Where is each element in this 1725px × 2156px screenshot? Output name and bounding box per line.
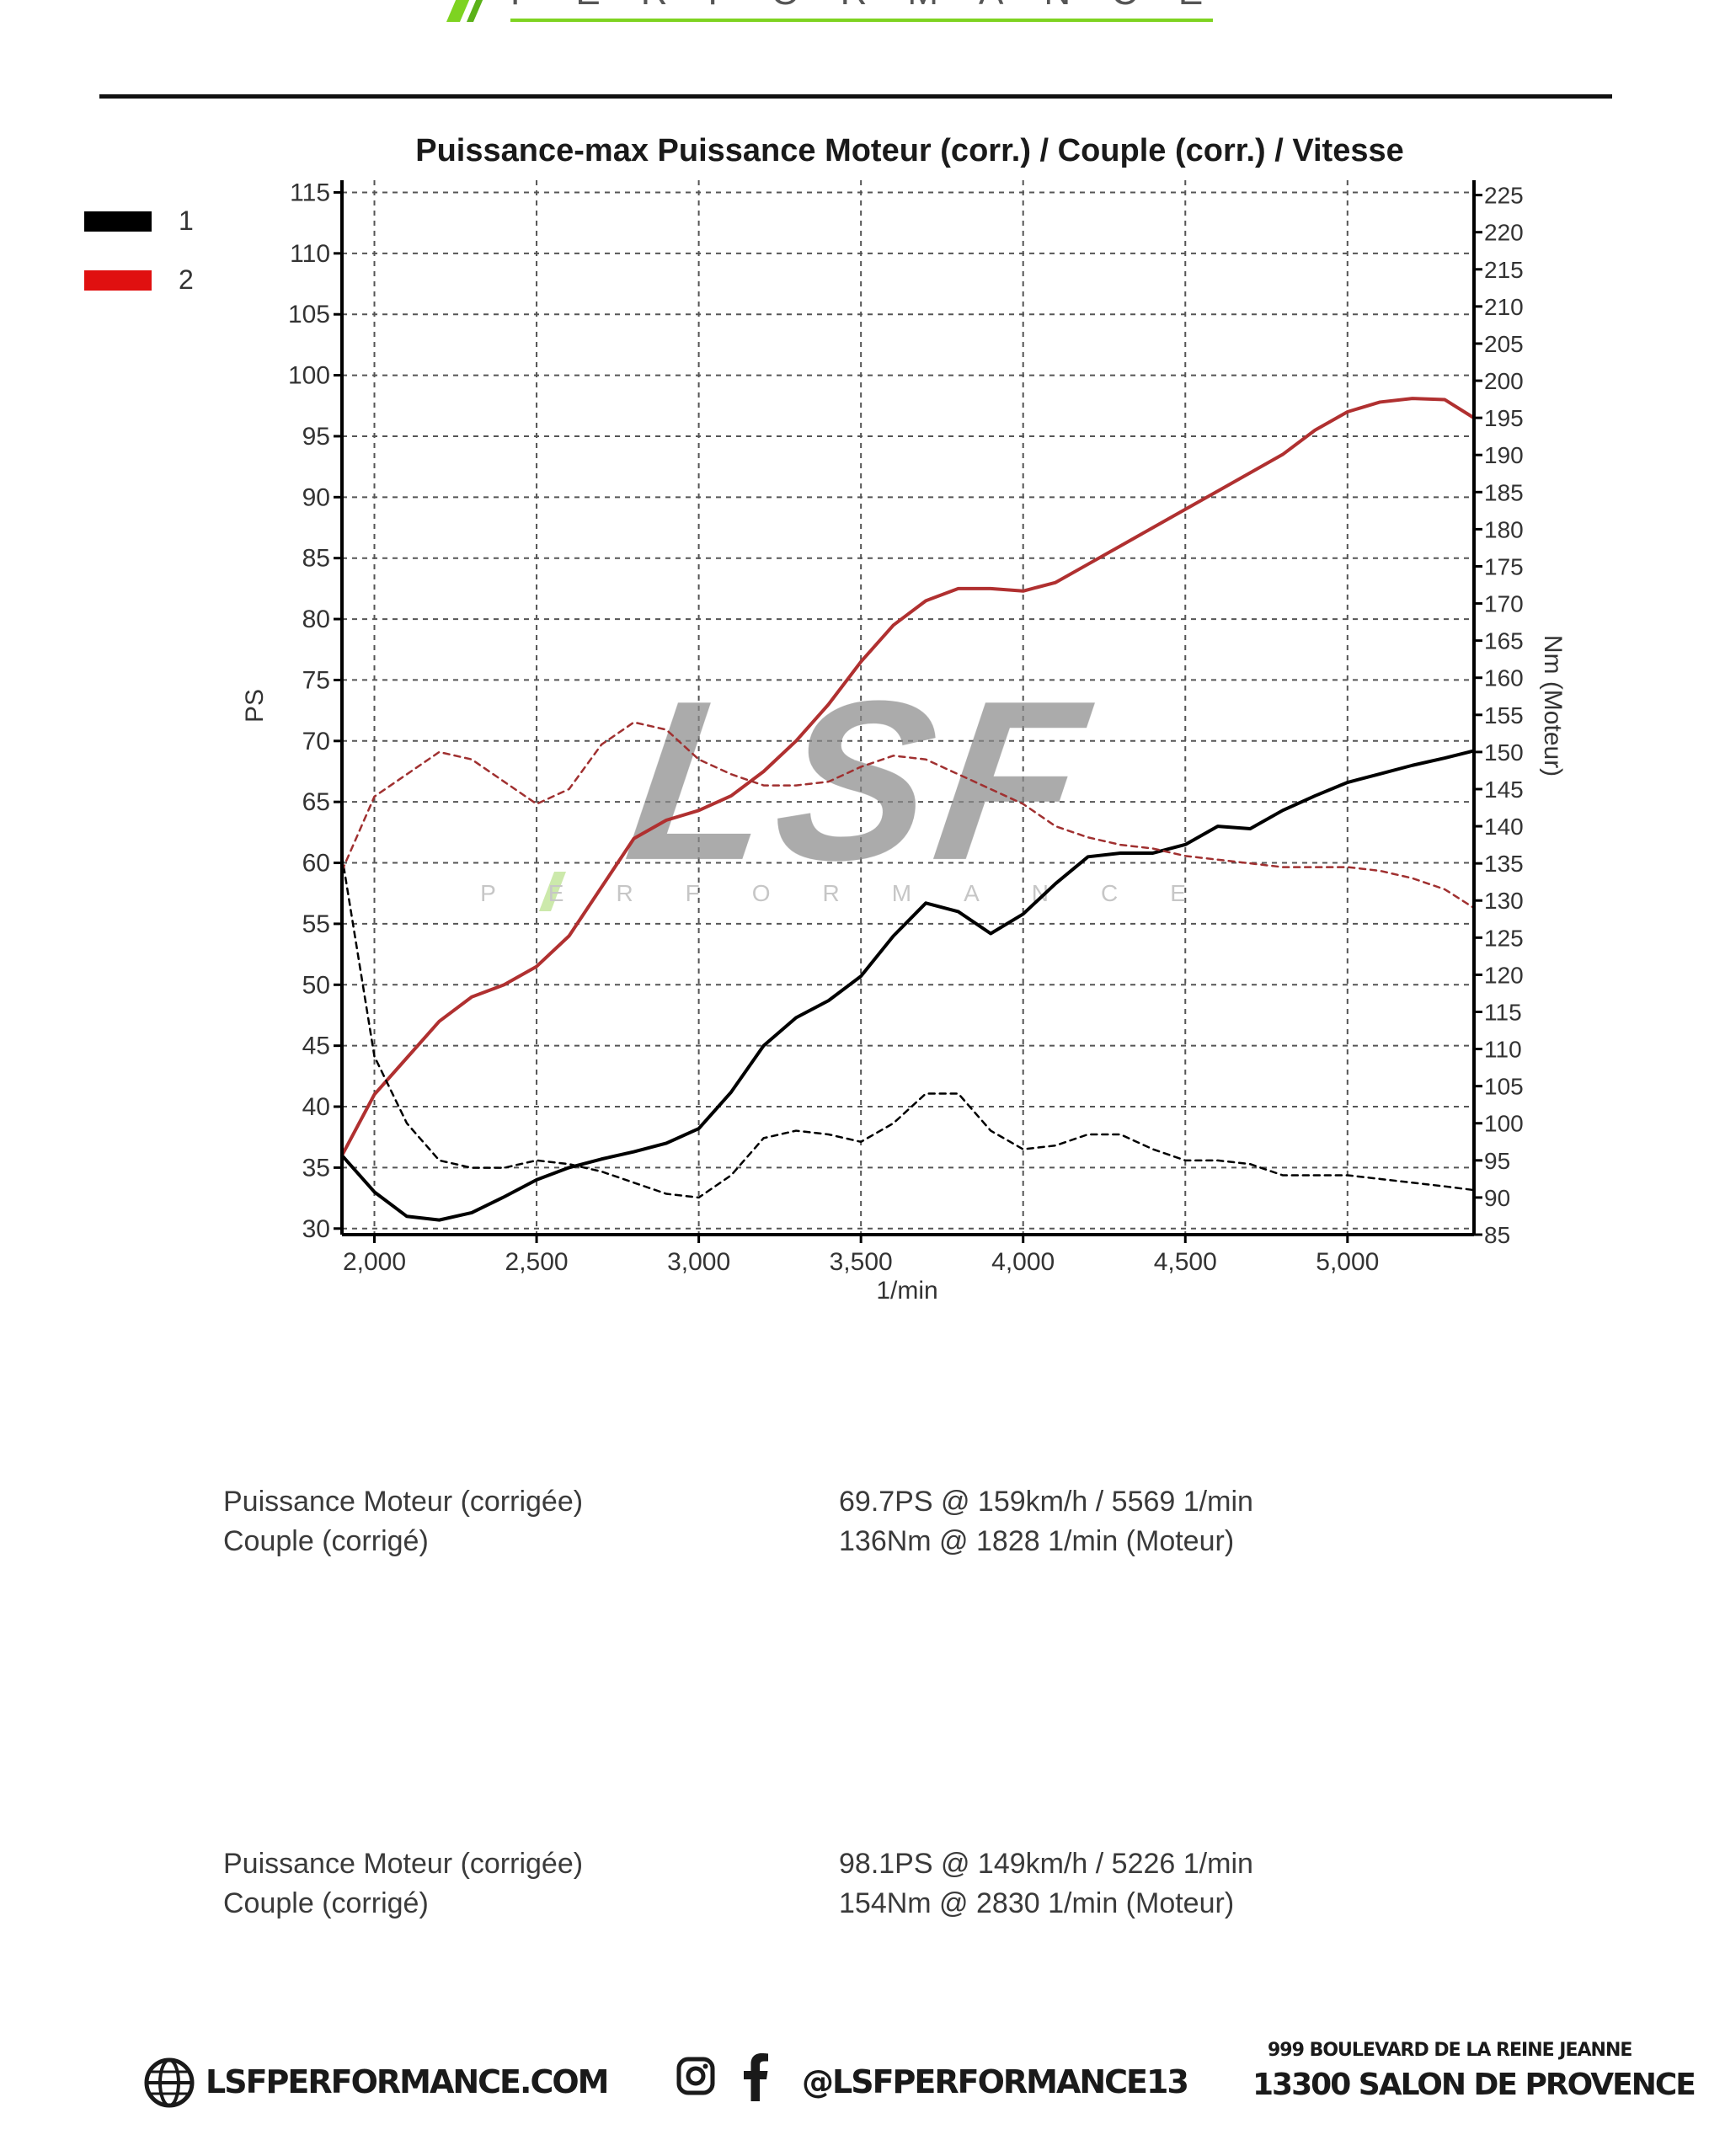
y-right-tick-label-15: 160 — [1484, 665, 1524, 691]
y-right-tick-label-28: 225 — [1484, 183, 1524, 209]
y-right-tick-label-16: 165 — [1484, 628, 1524, 654]
y-right-tick-label-19: 180 — [1484, 516, 1524, 542]
series-1-nm-line — [340, 855, 1476, 1199]
y-left-tick-label-16: 110 — [290, 240, 330, 268]
y-right-tick-label-4: 105 — [1484, 1074, 1524, 1100]
y-right-tick-label-8: 125 — [1484, 925, 1524, 951]
y-left-tick-label-1: 35 — [302, 1154, 330, 1182]
x-tick-label-0: 2,000 — [343, 1248, 406, 1276]
footer-address-line2: 13300 SALON DE PROVENCE — [1252, 2068, 1696, 2102]
header-brand-text: PERFORMANCE — [510, 0, 1243, 13]
y-left-tick-label-6: 60 — [302, 850, 330, 878]
watermark-logo: LSF PERFORMANCE — [480, 654, 1238, 911]
footer-address-line1: 999 BOULEVARD DE LA REINE JEANNE — [1268, 2040, 1632, 2061]
header-logo-mark — [446, 0, 483, 22]
y-right-tick-label-17: 170 — [1484, 591, 1524, 617]
x-tick-label-4: 4,000 — [991, 1248, 1055, 1276]
y-left-tick-label-4: 50 — [302, 971, 330, 999]
y-left-tick-label-13: 95 — [302, 423, 330, 451]
legend-item-2: 2 — [84, 264, 194, 296]
y-right-tick-label-23: 200 — [1484, 368, 1524, 394]
y-left-tick-label-7: 65 — [302, 788, 330, 816]
y-right-tick-label-6: 115 — [1484, 999, 1522, 1025]
y-right-tick-label-5: 110 — [1484, 1037, 1522, 1063]
footer-website-link[interactable]: LSFPERFORMANCE.COM — [206, 2063, 609, 2100]
y-right-tick-label-14: 155 — [1484, 702, 1524, 728]
grid — [342, 180, 1474, 1235]
y-left-tick-label-9: 75 — [302, 666, 330, 694]
y-right-tick-label-24: 205 — [1484, 331, 1524, 357]
instagram-icon[interactable] — [676, 2056, 716, 2096]
y-right-tick-label-12: 145 — [1484, 776, 1524, 803]
series-1-ps-line — [340, 749, 1476, 1222]
dyno-chart: Puissance-max Puissance Moteur (corr.) /… — [241, 133, 1567, 1305]
header-logo: PERFORMANCE — [430, 0, 1221, 25]
y-right-tick-label-13: 150 — [1484, 739, 1524, 766]
header-divider — [99, 94, 1612, 99]
y-right-tick-label-2: 95 — [1484, 1148, 1510, 1174]
y-right-tick-label-1: 90 — [1484, 1185, 1510, 1211]
header-underline — [510, 19, 1213, 22]
y-right-tick-label-22: 195 — [1484, 405, 1524, 431]
watermark-sub-text: PERFORMANCE — [480, 880, 1238, 906]
summary-2-torque-value: 154Nm @ 2830 1/min (Moteur) — [839, 1887, 1235, 1919]
summary-2-power-value: 98.1PS @ 149km/h / 5226 1/min — [839, 1848, 1253, 1880]
axes: 2,000 2,500 3,000 3,500 4,000 4,500 5,000 30 35 4… — [288, 179, 1524, 1276]
y-right-tick-label-9: 130 — [1484, 888, 1524, 914]
series-layer — [340, 397, 1476, 1222]
y-axis-right-label: Nm (Moteur) — [1539, 635, 1567, 776]
y-left-tick-label-11: 85 — [302, 545, 330, 573]
y-right-tick-label-21: 190 — [1484, 442, 1524, 468]
y-right-tick-label-7: 120 — [1484, 962, 1524, 988]
x-axis-label: 1/min — [876, 1277, 937, 1305]
y-right-tick-label-11: 140 — [1484, 814, 1524, 840]
summary-1-torque-label: Couple (corrigé) — [223, 1525, 429, 1557]
summary-2-power-label: Puissance Moteur (corrigée) — [223, 1848, 584, 1880]
y-right-tick-label-10: 135 — [1484, 851, 1524, 877]
y-right-tick-label-0: 85 — [1484, 1222, 1510, 1248]
summary-1-power-label: Puissance Moteur (corrigée) — [223, 1486, 584, 1518]
y-right-tick-label-27: 220 — [1484, 220, 1524, 246]
y-axis-left-label: PS — [241, 689, 269, 723]
summary-1-torque-value: 136Nm @ 1828 1/min (Moteur) — [839, 1525, 1235, 1557]
y-left-tick-label-3: 45 — [302, 1033, 330, 1060]
legend-swatch-2 — [84, 270, 152, 291]
y-right-tick-label-25: 210 — [1484, 294, 1524, 320]
y-left-tick-label-14: 100 — [288, 362, 330, 390]
x-tick-label-5: 4,500 — [1154, 1248, 1217, 1276]
legend-label-1: 1 — [179, 205, 194, 236]
y-left-tick-label-0: 30 — [302, 1215, 330, 1243]
summary-2-torque-label: Couple (corrigé) — [223, 1887, 429, 1919]
legend-item-1: 1 — [84, 205, 194, 237]
series-2-nm-line — [340, 721, 1476, 910]
x-tick-label-3: 3,500 — [830, 1248, 893, 1276]
facebook-icon[interactable] — [741, 2052, 770, 2101]
watermark-logo-text: LSF — [615, 654, 1105, 908]
legend-swatch-1 — [84, 211, 152, 232]
y-left-tick-label-8: 70 — [302, 728, 330, 755]
y-right-tick-label-18: 175 — [1484, 553, 1524, 579]
y-left-tick-label-15: 105 — [288, 301, 330, 328]
y-right-tick-label-3: 100 — [1484, 1111, 1524, 1137]
series-2-ps-line — [340, 397, 1476, 1157]
x-tick-label-6: 5,000 — [1316, 1248, 1379, 1276]
y-right-tick-label-20: 185 — [1484, 479, 1524, 505]
x-tick-label-2: 3,000 — [667, 1248, 730, 1276]
y-left-tick-label-5: 55 — [302, 910, 330, 938]
summary-1-power-value: 69.7PS @ 159km/h / 5569 1/min — [839, 1486, 1253, 1518]
y-left-tick-label-10: 80 — [302, 606, 330, 633]
legend-label-2: 2 — [179, 264, 194, 295]
y-right-tick-label-26: 215 — [1484, 257, 1524, 283]
y-left-tick-label-17: 115 — [290, 179, 330, 206]
globe-icon — [144, 2057, 195, 2108]
footer-social-handle[interactable]: @LSFPERFORMANCE13 — [802, 2063, 1189, 2100]
x-tick-label-1: 2,500 — [505, 1248, 569, 1276]
y-left-tick-label-12: 90 — [302, 483, 330, 511]
chart-title: Puissance-max Puissance Moteur (corr.) /… — [415, 133, 1404, 168]
watermark-mark — [539, 872, 566, 911]
y-left-tick-label-2: 40 — [302, 1093, 330, 1121]
